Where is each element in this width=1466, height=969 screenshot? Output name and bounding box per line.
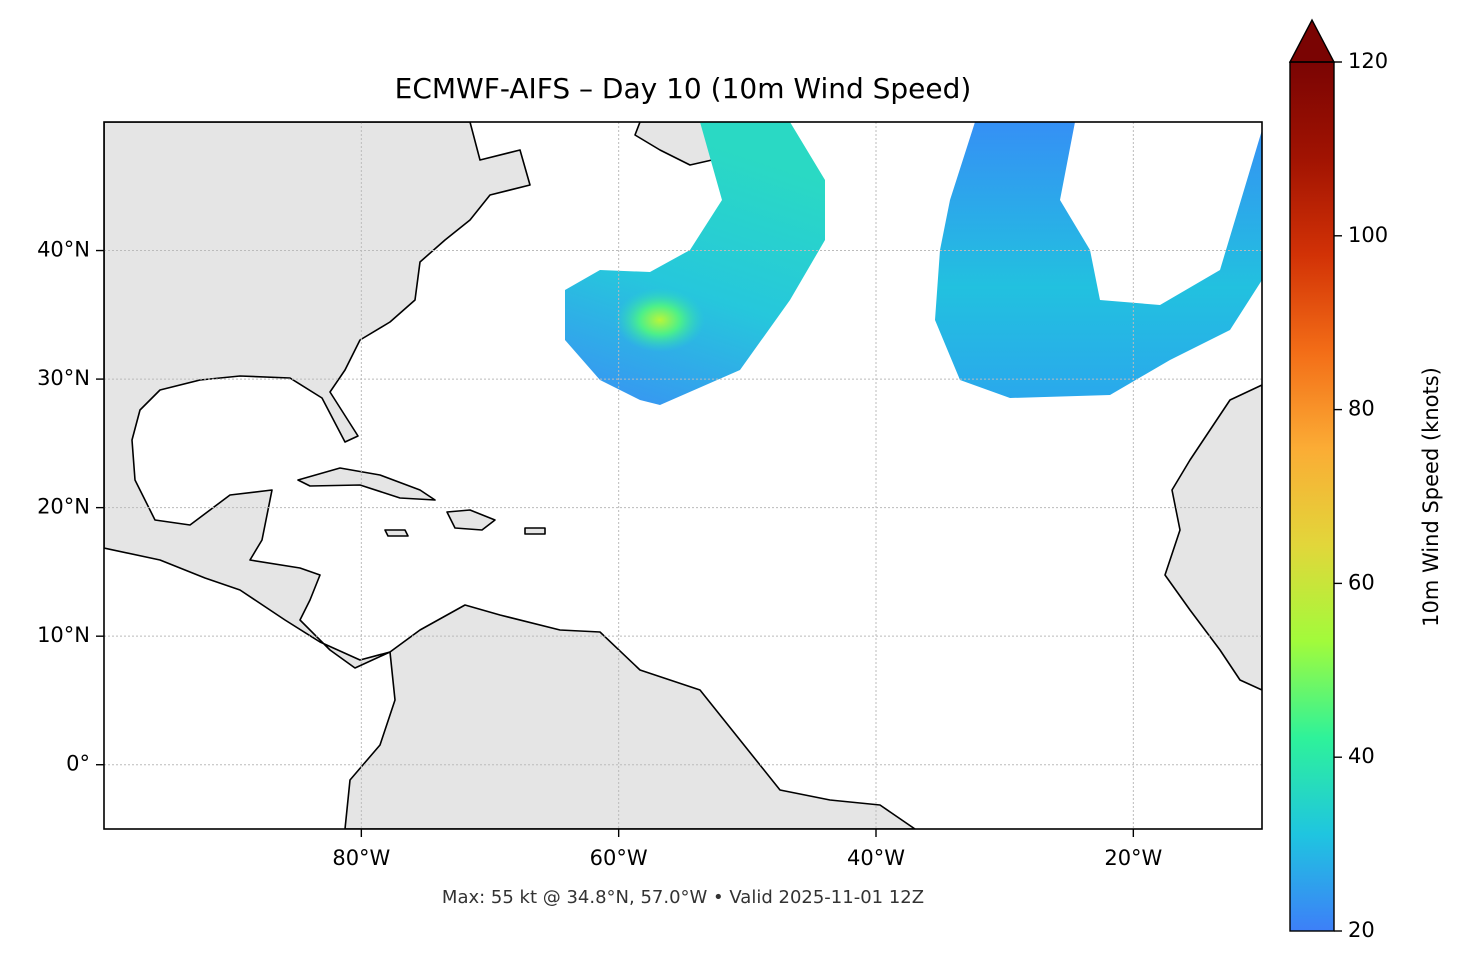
puerto-rico	[524, 527, 546, 535]
jamaica	[384, 529, 409, 537]
x-tick-label: 60°W	[590, 846, 648, 870]
colorbar-label: 10m Wind Speed (knots)	[1419, 367, 1443, 627]
maritimes	[634, 122, 713, 166]
colorbar-tick-label: 80	[1348, 397, 1375, 421]
colorbar	[1290, 62, 1334, 931]
map-area	[104, 122, 1262, 829]
wind-maximum	[615, 288, 705, 352]
x-tick-label: 20°W	[1104, 846, 1162, 870]
wind-swath	[935, 122, 1262, 398]
x-tick-label: 80°W	[332, 846, 390, 870]
colorbar-tick-label: 20	[1348, 918, 1375, 942]
colorbar-tick-label: 60	[1348, 570, 1375, 594]
colorbar-tick-label: 40	[1348, 744, 1375, 768]
cuba	[297, 467, 436, 501]
y-tick-label: 30°N	[37, 366, 90, 390]
colorbar-extension	[1288, 18, 1336, 63]
africa	[1164, 384, 1262, 691]
colorbar-tick-label: 100	[1348, 223, 1388, 247]
colorbar-frame	[1289, 61, 1335, 932]
map-frame	[103, 121, 1263, 830]
hispaniola	[446, 509, 496, 531]
north-america	[104, 122, 531, 669]
y-tick-label: 10°N	[37, 623, 90, 647]
title: ECMWF-AIFS – Day 10 (10m Wind Speed)	[395, 72, 972, 105]
y-tick-label: 40°N	[37, 238, 90, 262]
colorbar-tick-label: 120	[1348, 49, 1388, 73]
y-tick-label: 20°N	[37, 495, 90, 519]
x-tick-label: 40°W	[847, 846, 905, 870]
footer: Max: 55 kt @ 34.8°N, 57.0°W • Valid 2025…	[442, 887, 924, 908]
y-tick-label: 0°	[66, 752, 90, 776]
